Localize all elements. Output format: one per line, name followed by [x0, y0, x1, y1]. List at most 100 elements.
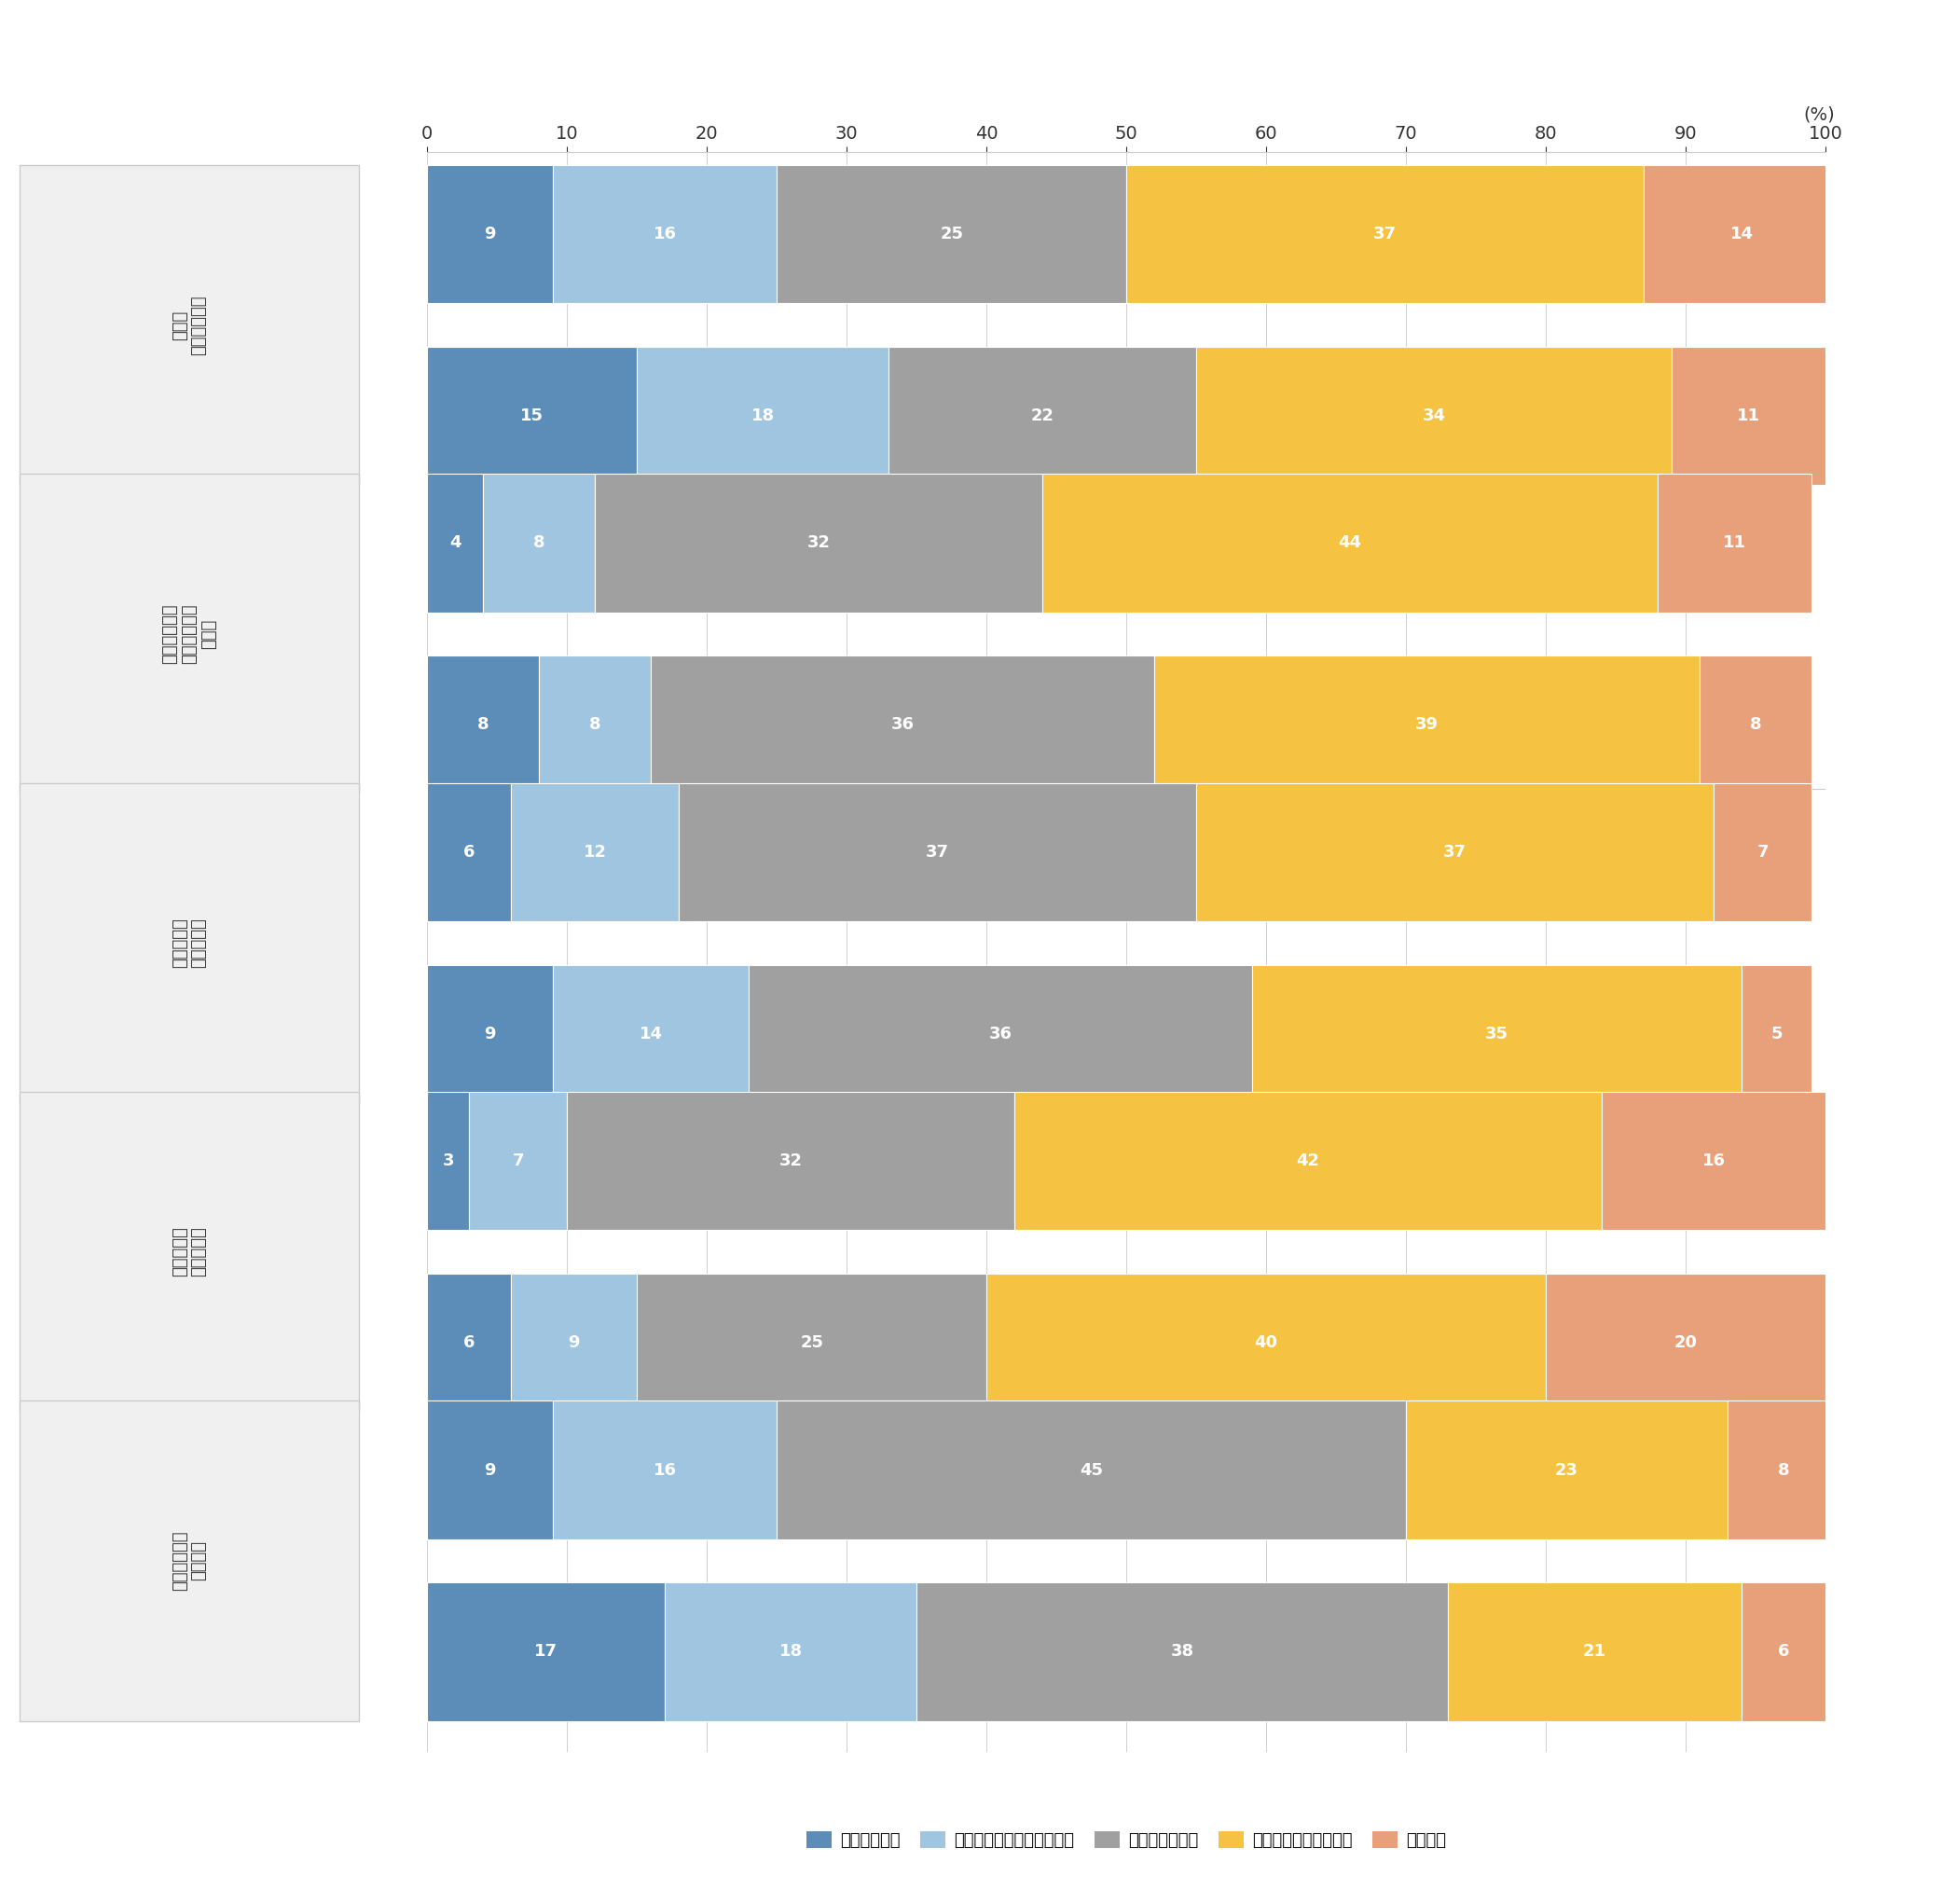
- Text: 22: 22: [1031, 407, 1055, 425]
- Bar: [889, 347, 1196, 486]
- Bar: [1546, 1274, 1825, 1413]
- Text: 18: 18: [752, 407, 775, 425]
- Text: 40: 40: [1255, 1335, 1278, 1352]
- Text: 8: 8: [588, 716, 600, 733]
- Text: 14: 14: [1730, 227, 1754, 242]
- Bar: [553, 166, 777, 303]
- Bar: [750, 965, 1253, 1102]
- Bar: [427, 1093, 470, 1230]
- Bar: [1742, 1582, 1825, 1721]
- Bar: [540, 655, 651, 794]
- Text: 37: 37: [1373, 227, 1396, 242]
- Text: 8: 8: [534, 535, 546, 552]
- Bar: [1196, 783, 1713, 922]
- Text: 8: 8: [478, 716, 489, 733]
- Text: 39: 39: [1416, 716, 1439, 733]
- Text: 多数の市民は
正しい判断が
できる: 多数の市民は 正しい判断が できる: [161, 604, 218, 664]
- Bar: [427, 347, 637, 486]
- Bar: [1196, 347, 1672, 486]
- Bar: [1643, 166, 1839, 303]
- Text: 6: 6: [464, 1335, 476, 1352]
- Text: 7: 7: [1758, 843, 1769, 861]
- Bar: [594, 474, 1043, 613]
- Text: 4: 4: [449, 535, 460, 552]
- Text: 42: 42: [1297, 1152, 1321, 1169]
- Bar: [427, 1582, 664, 1721]
- Text: 25: 25: [800, 1335, 823, 1352]
- Bar: [777, 166, 1126, 303]
- Bar: [1602, 1093, 1825, 1230]
- Bar: [470, 1093, 567, 1230]
- Text: 9: 9: [484, 1462, 495, 1478]
- Text: 大抵の人は
信頼できる: 大抵の人は 信頼できる: [171, 918, 208, 967]
- Text: 17: 17: [534, 1643, 557, 1660]
- Bar: [1406, 1401, 1728, 1538]
- Legend: そう思わない, どちらかといえば思わない, どちらでもない, どちらかといえば思う, そう思う: そう思わない, どちらかといえば思わない, どちらでもない, どちらかといえば思…: [800, 1824, 1453, 1856]
- Bar: [1742, 965, 1812, 1102]
- Bar: [427, 1274, 511, 1413]
- Text: 将来世代を
考えて行動: 将来世代を 考えて行動: [171, 1226, 208, 1278]
- Text: 8: 8: [1777, 1462, 1789, 1478]
- Text: 45: 45: [1080, 1462, 1103, 1478]
- Text: 36: 36: [988, 1026, 1012, 1041]
- Text: 11: 11: [1723, 535, 1746, 552]
- Bar: [1253, 965, 1742, 1102]
- Bar: [427, 166, 553, 303]
- Bar: [1672, 347, 1825, 486]
- Bar: [1449, 1582, 1742, 1721]
- Text: 25: 25: [940, 227, 963, 242]
- Bar: [511, 783, 680, 922]
- Text: 37: 37: [1443, 843, 1466, 861]
- Text: 7: 7: [513, 1152, 524, 1169]
- Text: 32: 32: [808, 535, 831, 552]
- Bar: [427, 655, 540, 794]
- Bar: [1713, 783, 1812, 922]
- Text: 16: 16: [653, 1462, 676, 1478]
- Text: 9: 9: [569, 1335, 581, 1352]
- Text: 働けば
豊かになれる: 働けば 豊かになれる: [171, 295, 208, 354]
- Bar: [1154, 655, 1699, 794]
- Text: 6: 6: [1777, 1643, 1789, 1660]
- Text: 外国人労働者
を増やす: 外国人労働者 を増やす: [171, 1531, 208, 1592]
- Bar: [511, 1274, 637, 1413]
- Bar: [777, 1401, 1406, 1538]
- Text: 32: 32: [779, 1152, 802, 1169]
- Text: 44: 44: [1338, 535, 1361, 552]
- Bar: [987, 1274, 1546, 1413]
- Text: 16: 16: [1701, 1152, 1724, 1169]
- Text: 8: 8: [1750, 716, 1761, 733]
- Bar: [553, 1401, 777, 1538]
- Bar: [637, 347, 889, 486]
- Bar: [664, 1582, 917, 1721]
- Bar: [680, 783, 1196, 922]
- Text: 20: 20: [1674, 1335, 1697, 1352]
- Bar: [637, 1274, 987, 1413]
- Bar: [553, 965, 750, 1102]
- Text: 9: 9: [484, 227, 495, 242]
- Text: 21: 21: [1583, 1643, 1606, 1660]
- Bar: [1728, 1401, 1839, 1538]
- Text: 36: 36: [891, 716, 915, 733]
- Text: 16: 16: [653, 227, 676, 242]
- Bar: [651, 655, 1154, 794]
- Text: 9: 9: [484, 1026, 495, 1041]
- Text: 35: 35: [1486, 1026, 1509, 1041]
- Bar: [1014, 1093, 1602, 1230]
- Text: 38: 38: [1171, 1643, 1194, 1660]
- Bar: [1126, 166, 1643, 303]
- Bar: [1658, 474, 1812, 613]
- Text: 11: 11: [1736, 407, 1759, 425]
- Bar: [427, 474, 484, 613]
- Text: 18: 18: [779, 1643, 802, 1660]
- Text: 3: 3: [443, 1152, 454, 1169]
- Text: 12: 12: [583, 843, 606, 861]
- Bar: [427, 783, 511, 922]
- Text: 23: 23: [1556, 1462, 1579, 1478]
- Text: 15: 15: [520, 407, 544, 425]
- Bar: [917, 1582, 1449, 1721]
- Bar: [1699, 655, 1812, 794]
- Bar: [1043, 474, 1658, 613]
- Text: 5: 5: [1771, 1026, 1783, 1041]
- Bar: [427, 1401, 553, 1538]
- Text: 14: 14: [639, 1026, 662, 1041]
